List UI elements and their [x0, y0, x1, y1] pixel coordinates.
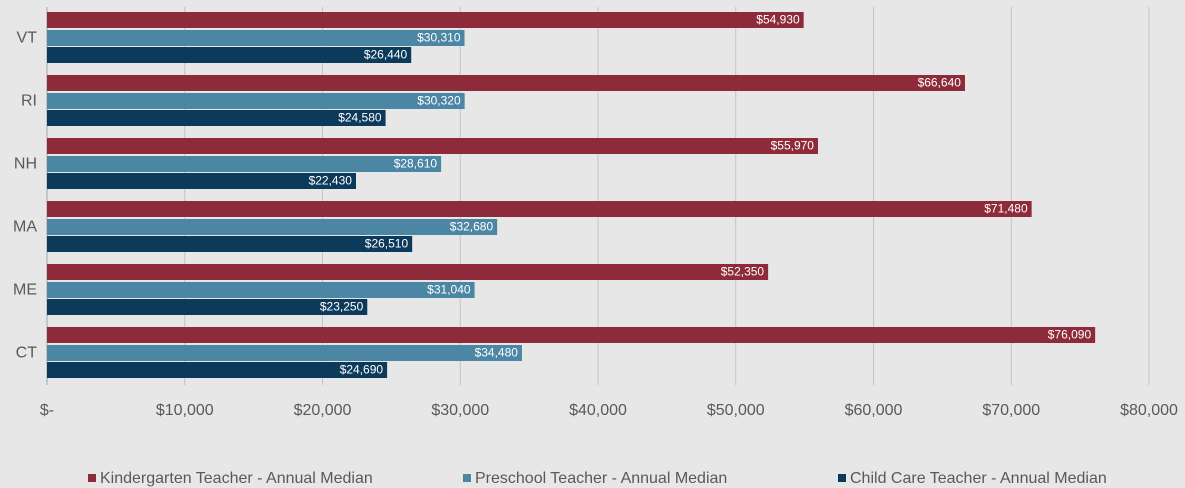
bar: [47, 219, 498, 235]
x-tick-label: $-: [40, 402, 54, 419]
legend-swatch: [838, 474, 846, 482]
bar: [47, 299, 368, 315]
bar: [47, 345, 522, 361]
bar: [47, 93, 465, 109]
value-label: $30,320: [417, 94, 461, 108]
x-tick-label: $80,000: [1120, 402, 1178, 419]
bar: [47, 75, 965, 91]
y-tick-label: CT: [16, 345, 38, 362]
legend-swatch: [88, 474, 96, 482]
value-label: $30,310: [417, 31, 461, 45]
y-tick-label: VT: [17, 30, 38, 47]
value-label: $54,930: [756, 13, 800, 27]
value-label: $31,040: [427, 283, 471, 297]
bar: [47, 110, 386, 126]
value-label: $24,580: [338, 111, 382, 125]
x-tick-label: $20,000: [294, 402, 352, 419]
value-label: $34,480: [475, 346, 519, 360]
bar: [47, 201, 1032, 217]
bar: [47, 362, 388, 378]
value-label: $76,090: [1048, 328, 1092, 342]
x-tick-label: $40,000: [569, 402, 627, 419]
x-tick-label: $70,000: [982, 402, 1040, 419]
x-tick-label: $30,000: [431, 402, 489, 419]
legend-swatch: [463, 474, 471, 482]
legend-label: Child Care Teacher - Annual Median: [850, 470, 1107, 487]
value-label: $28,610: [394, 157, 438, 171]
value-label: $23,250: [320, 300, 364, 314]
bar: [47, 12, 804, 28]
bar: [47, 282, 475, 298]
bar: [47, 156, 442, 172]
value-label: $24,690: [340, 363, 384, 377]
y-tick-label: ME: [13, 282, 37, 299]
bar: [47, 264, 769, 280]
value-label: $66,640: [918, 76, 962, 90]
y-tick-label: NH: [14, 156, 37, 173]
y-tick-label: RI: [21, 93, 37, 110]
value-label: $55,970: [771, 139, 815, 153]
bar: [47, 30, 465, 46]
value-label: $26,510: [365, 237, 409, 251]
bar: [47, 47, 412, 63]
x-tick-label: $60,000: [845, 402, 903, 419]
value-label: $71,480: [984, 202, 1028, 216]
bar: [47, 138, 818, 154]
bar: [47, 236, 413, 252]
legend-label: Kindergarten Teacher - Annual Median: [100, 470, 373, 487]
value-label: $52,350: [721, 265, 765, 279]
x-tick-label: $10,000: [156, 402, 214, 419]
value-label: $32,680: [450, 220, 494, 234]
value-label: $26,440: [364, 48, 408, 62]
y-tick-label: MA: [13, 219, 37, 236]
bar: [47, 327, 1096, 343]
value-label: $22,430: [309, 174, 353, 188]
x-tick-label: $50,000: [707, 402, 765, 419]
bar: [47, 173, 356, 189]
legend-label: Preschool Teacher - Annual Median: [475, 470, 727, 487]
